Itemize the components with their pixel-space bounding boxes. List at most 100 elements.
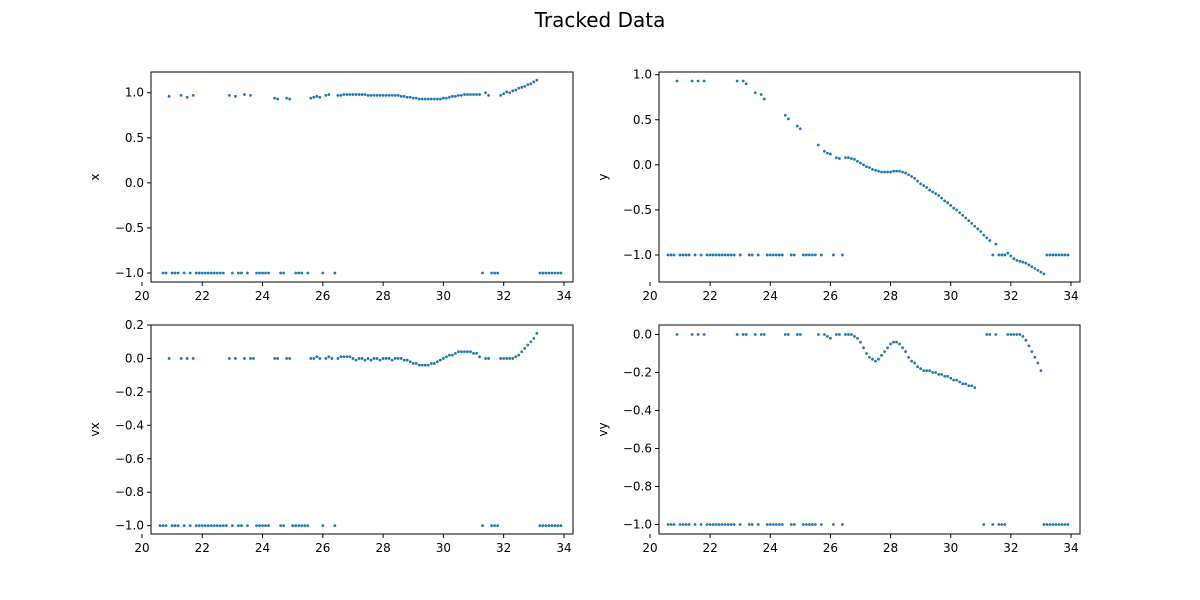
point-vx xyxy=(454,352,457,355)
y-tick-label-y: 0.5 xyxy=(633,113,652,127)
point-vy xyxy=(994,333,998,336)
point-vy xyxy=(901,346,904,350)
point-y xyxy=(786,117,790,121)
point-y xyxy=(693,253,697,257)
point-x xyxy=(402,94,406,98)
point-vx xyxy=(402,358,406,362)
point-vx xyxy=(300,524,304,528)
point-vy xyxy=(735,333,739,336)
point-y xyxy=(946,201,950,205)
point-vy xyxy=(762,333,766,336)
point-vy xyxy=(780,523,784,526)
point-vy xyxy=(750,523,754,526)
x-tick-label-vy: 26 xyxy=(823,541,838,555)
point-x xyxy=(221,271,225,275)
point-y xyxy=(910,175,913,178)
point-vx xyxy=(384,357,388,360)
points-y xyxy=(666,79,1070,276)
point-y xyxy=(702,79,706,83)
point-x xyxy=(469,93,472,96)
point-vy xyxy=(786,333,790,336)
point-y xyxy=(949,203,953,207)
point-y xyxy=(756,253,760,257)
point-y xyxy=(913,176,917,180)
point-vx xyxy=(224,524,228,528)
point-x xyxy=(445,96,448,100)
point-x xyxy=(399,94,403,98)
point-x xyxy=(408,95,412,99)
point-vy xyxy=(910,359,913,363)
point-y xyxy=(747,253,751,257)
point-vy xyxy=(865,352,868,355)
point-y xyxy=(865,165,868,169)
point-x xyxy=(237,271,240,275)
point-vx xyxy=(306,524,310,528)
point-vy xyxy=(1054,523,1058,526)
point-vx xyxy=(164,524,168,528)
y-tick-label-vx: −0.6 xyxy=(115,452,144,466)
point-vy xyxy=(792,523,796,526)
point-vy xyxy=(819,523,823,526)
point-x xyxy=(297,271,301,275)
point-vy xyxy=(795,333,799,336)
y-tick-label-y: −1.0 xyxy=(623,248,652,262)
point-vy xyxy=(822,333,826,336)
point-vx xyxy=(191,357,195,360)
point-x xyxy=(267,271,270,275)
point-x xyxy=(517,86,521,90)
point-vy xyxy=(937,373,941,376)
point-x xyxy=(336,94,340,97)
point-y xyxy=(1003,253,1007,257)
x-tick-label-x: 32 xyxy=(496,289,511,303)
point-x xyxy=(273,96,276,100)
x-tick-label-y: 22 xyxy=(702,289,717,303)
point-vy xyxy=(774,523,778,526)
point-vx xyxy=(227,357,231,360)
point-y xyxy=(669,253,673,257)
y-tick-label-x: −0.5 xyxy=(115,221,144,235)
point-y xyxy=(684,253,688,257)
x-tick-label-x: 30 xyxy=(436,289,451,303)
point-vx xyxy=(170,524,174,528)
point-y xyxy=(1000,253,1004,257)
point-x xyxy=(200,271,204,275)
point-y xyxy=(952,206,956,210)
x-tick-label-y: 28 xyxy=(883,289,898,303)
point-vx xyxy=(381,357,385,360)
point-y xyxy=(816,143,820,147)
point-vy xyxy=(949,376,953,380)
subplot-vx: 20 22 24 26 28 30 32 34 −1.0 −0.8 −0.6 −0.4 −0.2 0.0 0… xyxy=(88,318,574,555)
point-x xyxy=(339,94,343,97)
point-vx xyxy=(203,524,207,528)
points-vy xyxy=(666,333,1070,526)
point-x xyxy=(490,271,494,275)
x-tick-label-vx: 24 xyxy=(255,541,270,555)
point-y xyxy=(868,166,871,169)
point-y xyxy=(991,253,995,257)
point-vx xyxy=(484,357,487,360)
point-vy xyxy=(847,333,850,336)
point-y xyxy=(1045,253,1049,257)
x-tick-label-vx: 30 xyxy=(436,541,451,555)
point-x xyxy=(438,97,442,101)
point-vx xyxy=(252,357,255,360)
point-x xyxy=(258,271,261,275)
point-x xyxy=(182,271,186,275)
point-vx xyxy=(435,360,439,364)
point-vx xyxy=(423,363,427,367)
point-x xyxy=(451,94,454,98)
point-x xyxy=(345,93,349,96)
point-y xyxy=(982,233,986,237)
point-vy xyxy=(771,523,775,526)
point-vx xyxy=(243,357,246,360)
point-vx xyxy=(532,336,536,340)
point-vx xyxy=(279,524,283,528)
point-x xyxy=(243,93,246,96)
point-vx xyxy=(541,524,545,528)
x-tick-label-vy: 34 xyxy=(1063,541,1078,555)
point-vx xyxy=(176,524,180,528)
point-vx xyxy=(375,357,379,360)
point-y xyxy=(687,253,691,257)
x-tick-label-y: 20 xyxy=(642,289,657,303)
point-vy xyxy=(850,333,853,336)
